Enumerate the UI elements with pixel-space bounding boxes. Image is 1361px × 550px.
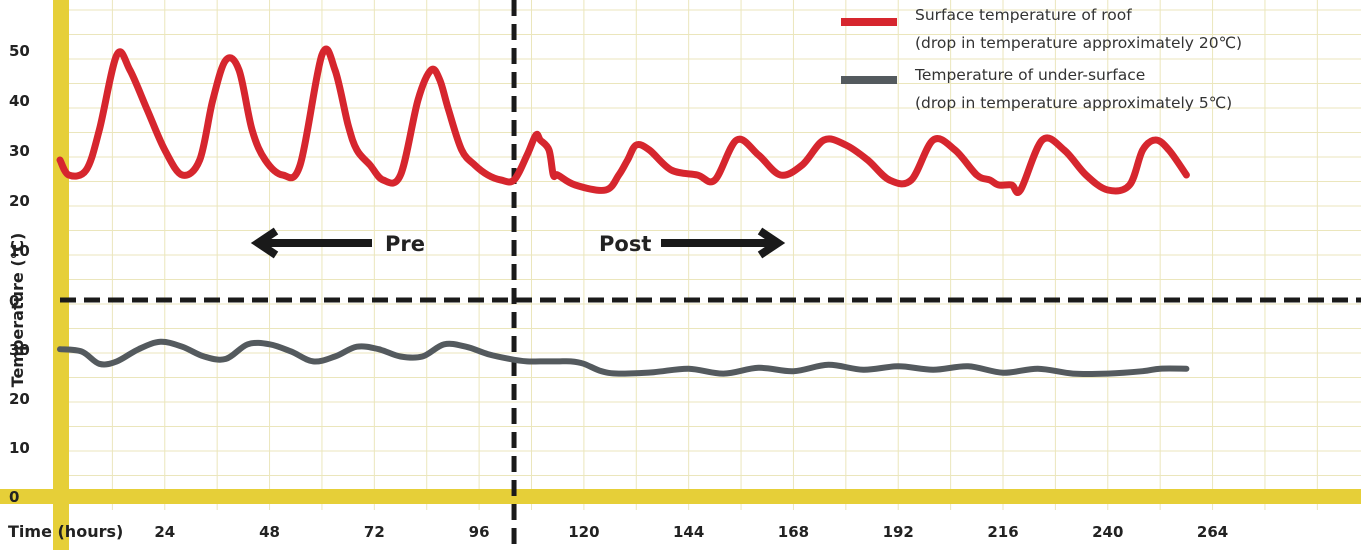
y-tick-label-upper: 30 [9, 142, 30, 160]
legend: Surface temperature of roof (drop in tem… [841, 6, 1242, 112]
x-axis-bar [0, 489, 1361, 504]
x-tick-label: 72 [364, 523, 385, 541]
x-tick-label: 144 [673, 523, 704, 541]
x-tick-label: 120 [568, 523, 599, 541]
legend-sublabel-surface: (drop in temperature approximately 20℃) [915, 34, 1242, 52]
x-tick-label: 48 [259, 523, 280, 541]
x-tick-label: 216 [987, 523, 1018, 541]
x-tick-label: 264 [1197, 523, 1228, 541]
y-tick-label-lower: 20 [9, 390, 30, 408]
x-tick-label: 240 [1092, 523, 1123, 541]
y-axis-bar [53, 0, 69, 550]
x-tick-label: 192 [883, 523, 914, 541]
y-tick-label-upper: 0 [9, 292, 19, 310]
y-tick-label-lower: 10 [9, 439, 30, 457]
y-tick-label-upper: 20 [9, 192, 30, 210]
post-arrow [661, 227, 786, 259]
x-tick-label: 24 [154, 523, 175, 541]
y-tick-label-upper: 40 [9, 92, 30, 110]
tick-labels: 0 10 20 30 40 50 0 10 20 30 24 48 72 96 120 144 168 192 21… [9, 42, 1228, 541]
y-axis-label: Temperature (℃) [8, 233, 27, 388]
legend-label-surface: Surface temperature of roof [915, 6, 1132, 24]
y-tick-label-upper: 10 [9, 242, 30, 260]
y-tick-label-upper: 50 [9, 42, 30, 60]
x-tick-label: 168 [778, 523, 809, 541]
series-lines [56, 45, 1190, 378]
y-tick-label-lower: 0 [9, 488, 19, 506]
series-line-under [57, 338, 1190, 378]
x-tick-label: 96 [469, 523, 490, 541]
legend-sublabel-under: (drop in temperature approximately 5℃) [915, 94, 1232, 112]
y-tick-label-lower: 30 [9, 341, 30, 359]
x-axis-label: Time (hours) [8, 522, 123, 541]
pre-label: Pre [385, 232, 425, 256]
post-label: Post [599, 232, 651, 256]
series-line-surface [56, 45, 1190, 196]
pre-arrow [250, 227, 372, 259]
grid-lines [60, 0, 1361, 510]
legend-label-under: Temperature of under-surface [914, 66, 1145, 84]
